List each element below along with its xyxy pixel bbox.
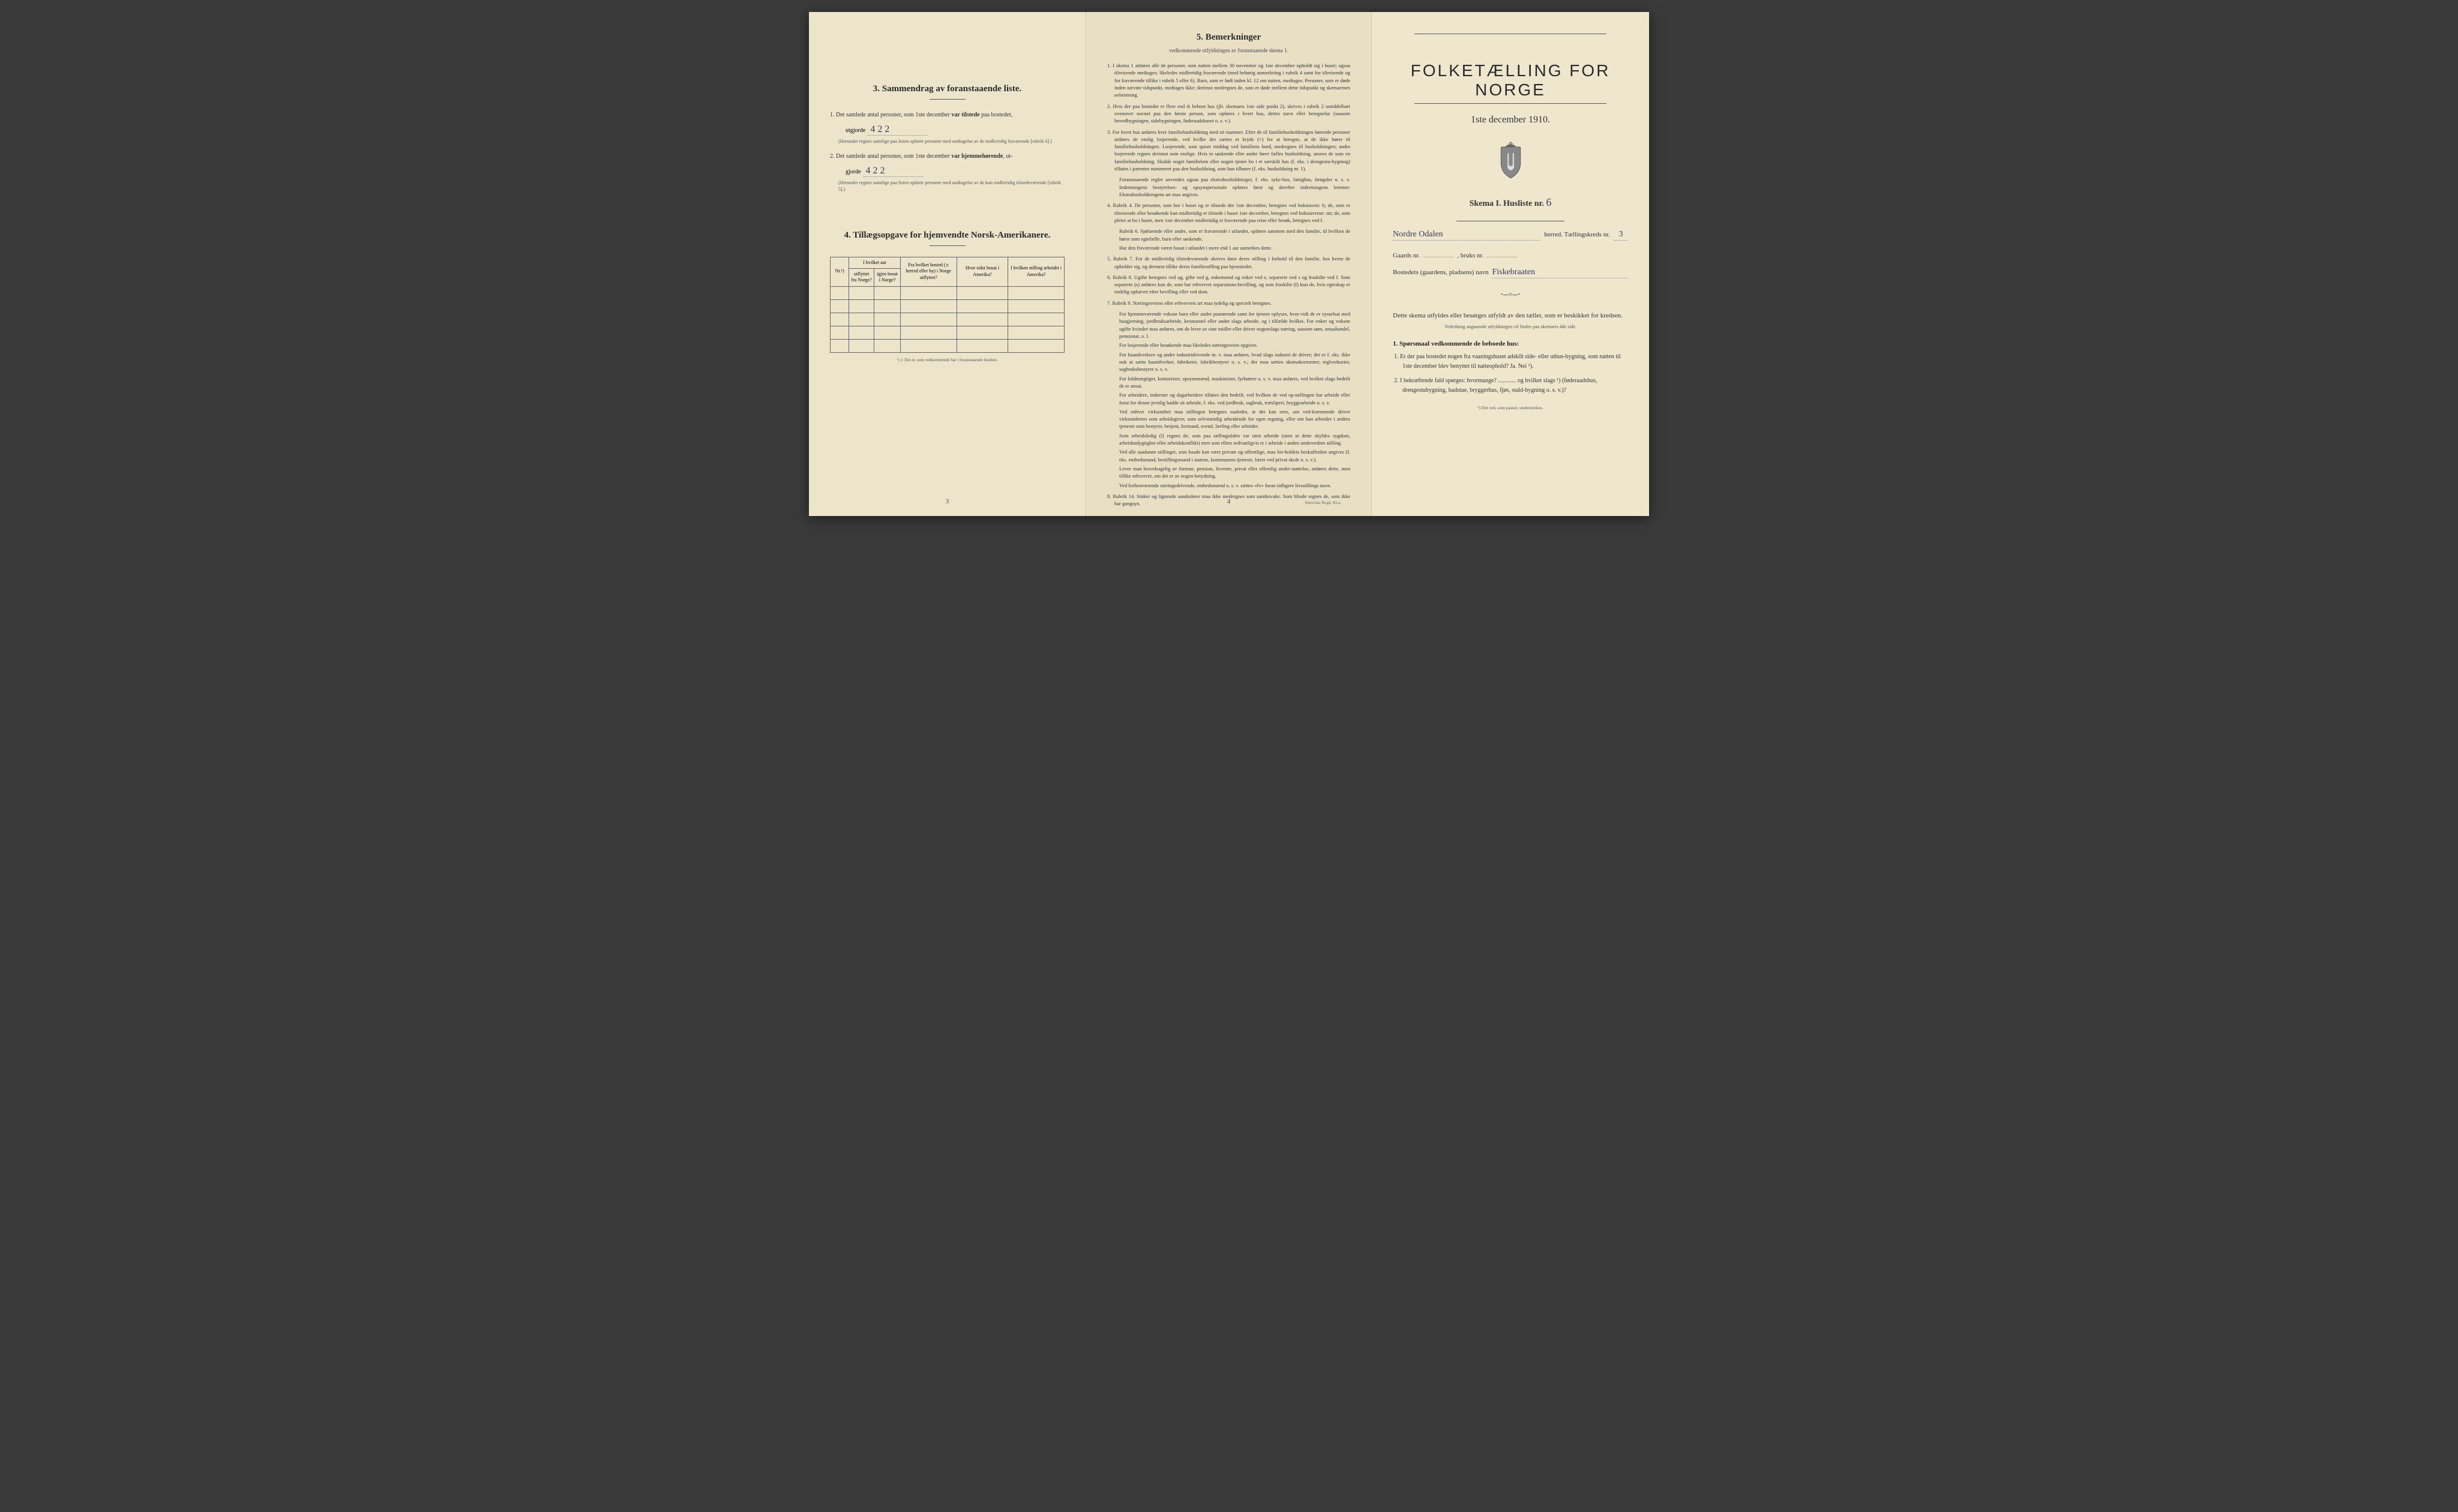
bem-7b: For losjerende eller besøkende maa likel… xyxy=(1107,341,1350,349)
note2: (Herunder regnes samtlige paa listen opf… xyxy=(830,179,1065,193)
th-amerika: Hvor sidst bosat i Amerika? xyxy=(957,257,1008,286)
bem-7c: For haandverkere og andre industridriven… xyxy=(1107,351,1350,373)
item2-pre: 2. Det samlede antal personer, som 1ste … xyxy=(830,153,951,160)
bem-7: 7. Rubrik 9. Næringsveiens eller erhverv… xyxy=(1107,299,1350,307)
utgjorde1: utgjorde xyxy=(846,127,865,134)
title-page: FOLKETÆLLING FOR NORGE 1ste december 191… xyxy=(1372,12,1649,516)
bem-6: 6. Rubrik 8. Ugifte betegnes ved ug, gif… xyxy=(1107,274,1350,296)
question-2: 2. I bekræftende fald spørges: hvormange… xyxy=(1402,376,1628,395)
rule xyxy=(930,99,966,100)
supplement-table: Nr.¹) I hvilket aar Fra hvilket bosted (… xyxy=(830,257,1065,353)
bem-7h: Ved alle saadanne stillinger, som baade … xyxy=(1107,448,1350,463)
bruks-label: , bruks nr. xyxy=(1457,252,1483,259)
bem-4a: Rubrik 6. Sjøfarende eller andre, som er… xyxy=(1107,227,1350,242)
bem-1: 1. I skema 1 anføres alle de personer, s… xyxy=(1107,62,1350,99)
bosted-line: Bostedets (gaardens, pladsens) navn Fisk… xyxy=(1393,268,1628,278)
section3-title: 3. Sammendrag av foranstaaende liste. xyxy=(830,84,1065,94)
bem-7g: Som arbeidsledig (l) regnes de, som paa … xyxy=(1107,432,1350,447)
herred-value: Nordre Odalen xyxy=(1393,230,1540,241)
note1: (Herunder regnes samtlige paa listen opf… xyxy=(830,138,1065,145)
herred-line: Nordre Odalen herred. Tællingskreds nr. … xyxy=(1393,230,1628,241)
value2: 4 2 2 xyxy=(864,166,924,177)
table-row xyxy=(831,339,1065,352)
gaards-label: Gaards nr. xyxy=(1393,252,1420,259)
bem-7i: Lever man hovedsagelig av formue, pensio… xyxy=(1107,465,1350,480)
document-spread: 3. Sammendrag av foranstaaende liste. 1.… xyxy=(809,12,1649,516)
bem-4b: Har den fraværende været bosat i utlande… xyxy=(1107,244,1350,251)
th-aar: I hvilket aar xyxy=(849,257,901,268)
bem-5: 5. Rubrik 7. For de midlertidig tilstede… xyxy=(1107,255,1350,270)
th-bosat: igjen bosat i Norge? xyxy=(874,268,901,286)
section4-title: 4. Tillægsopgave for hjemvendte Norsk-Am… xyxy=(830,230,1065,241)
gaards-value xyxy=(1423,249,1453,257)
page-4: 5. Bemerkninger vedkommende utfyldningen… xyxy=(1086,12,1372,516)
item2: 2. Det samlede antal personer, som 1ste … xyxy=(830,152,1065,161)
bem-7j: Ved forhenværende næringsdrivende, embed… xyxy=(1107,482,1350,489)
mid-rule xyxy=(1414,103,1606,104)
table-row xyxy=(831,326,1065,339)
th-bosted: Fra hvilket bosted (ɔ: herred eller by) … xyxy=(900,257,957,286)
page-number-3: 3 xyxy=(946,498,949,505)
utgjorde2: gjorde xyxy=(846,169,861,175)
item1: 1. Det samlede antal personer, som 1ste … xyxy=(830,110,1065,119)
skema-line: Skema I. Husliste nr. 6 xyxy=(1393,196,1628,209)
th-utflyttet: utflyttet fra Norge? xyxy=(849,268,874,286)
instruction-sub: Veiledning angaaende utfyldningen vil fi… xyxy=(1393,324,1628,329)
bosted-label: Bostedets (gaardens, pladsens) navn xyxy=(1393,269,1488,276)
printer-mark: Steen'ske Bogtr. Kr.a. xyxy=(1305,500,1341,505)
th-stilling: I hvilken stilling arbeidet i Amerika? xyxy=(1008,257,1065,286)
item1-post: paa bostedet, xyxy=(980,112,1013,118)
bem-3a: Foranstaaende regler anvendes ogsaa paa … xyxy=(1107,176,1350,198)
item2-bold: var hjemmehørende xyxy=(951,153,1003,160)
table-row xyxy=(831,299,1065,313)
bem-7a: For hjemmeværende voksne barn eller andr… xyxy=(1107,310,1350,340)
bruks-value xyxy=(1487,249,1517,257)
instruction: Dette skema utfyldes eller besørges utfy… xyxy=(1393,310,1628,322)
coat-of-arms-icon xyxy=(1494,140,1527,179)
bem-2: 2. Hvis der paa bostedet er flere end ét… xyxy=(1107,103,1350,125)
row-utgjorde2: gjorde 4 2 2 xyxy=(830,166,1065,177)
section5-title: 5. Bemerkninger xyxy=(1107,32,1350,43)
page-3: 3. Sammendrag av foranstaaende liste. 1.… xyxy=(809,12,1086,516)
footnote: ¹) Det ord, som passer, understrekes. xyxy=(1393,405,1628,410)
flourish-icon: ∙⎯◦⎯∙ xyxy=(1393,288,1628,301)
husliste-nr: 6 xyxy=(1546,196,1551,208)
herred-label: herred. Tællingskreds nr. xyxy=(1544,231,1610,238)
th-nr: Nr.¹) xyxy=(831,257,849,286)
table-row xyxy=(831,313,1065,326)
bem-7e: For arbeidere, inderster og dagarbeidere… xyxy=(1107,391,1350,406)
item2-post: , ut- xyxy=(1003,153,1012,160)
bosted-value: Fiskebraaten xyxy=(1492,268,1628,278)
main-title: FOLKETÆLLING FOR NORGE xyxy=(1393,61,1628,100)
gaards-line: Gaards nr. , bruks nr. xyxy=(1393,249,1628,259)
page-number-4: 4 xyxy=(1227,498,1231,505)
skema-label: Skema I. Husliste nr. xyxy=(1470,199,1544,208)
item1-bold: var tilstede xyxy=(951,112,979,118)
table-row xyxy=(831,286,1065,299)
question-header: 1. Spørsmaal vedkommende de beboede hus: xyxy=(1393,340,1628,347)
bem-4: 4. Rubrik 4. De personer, som bor i huse… xyxy=(1107,202,1350,224)
bem-3: 3. For hvert hus anføres hver familiehus… xyxy=(1107,128,1350,173)
bem-7f: Ved enhver virksomhet maa stillingen bet… xyxy=(1107,408,1350,430)
item1-pre: 1. Det samlede antal personer, som 1ste … xyxy=(830,112,951,118)
table-footnote: ¹) ɔ: Det nr. som vedkommende har i fora… xyxy=(830,358,1065,362)
rule2 xyxy=(930,245,966,246)
row-utgjorde1: utgjorde 4 2 2 xyxy=(830,124,1065,136)
kreds-nr: 3 xyxy=(1614,230,1628,241)
value1: 4 2 2 xyxy=(868,124,928,136)
section5-subtitle: vedkommende utfyldningen av foranstaaend… xyxy=(1107,47,1350,53)
bem-7d: For fuldmægtiger, kontorister, opsynsmæn… xyxy=(1107,375,1350,390)
question-1: 1. Er der paa bostedet nogen fra vaaning… xyxy=(1402,352,1628,371)
date: 1ste december 1910. xyxy=(1393,115,1628,125)
